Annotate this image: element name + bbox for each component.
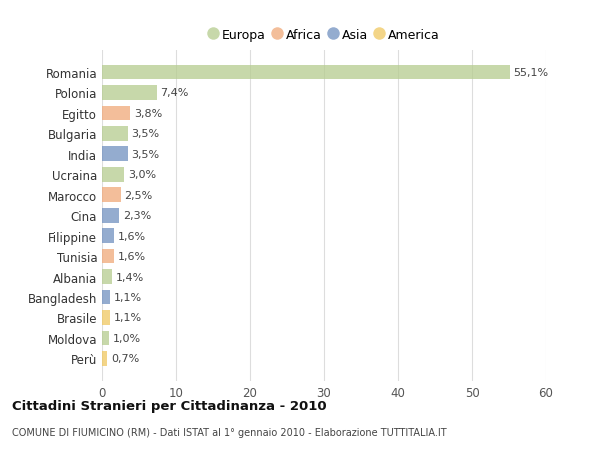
Bar bbox=[102, 66, 510, 80]
Bar bbox=[102, 290, 110, 305]
Text: 1,6%: 1,6% bbox=[118, 252, 146, 262]
Text: COMUNE DI FIUMICINO (RM) - Dati ISTAT al 1° gennaio 2010 - Elaborazione TUTTITAL: COMUNE DI FIUMICINO (RM) - Dati ISTAT al… bbox=[12, 427, 446, 437]
Bar bbox=[102, 229, 114, 243]
Bar bbox=[102, 147, 128, 162]
Text: 1,0%: 1,0% bbox=[113, 333, 141, 343]
Text: 1,4%: 1,4% bbox=[116, 272, 145, 282]
Bar bbox=[102, 331, 109, 346]
Text: 3,5%: 3,5% bbox=[131, 129, 160, 139]
Bar bbox=[102, 188, 121, 203]
Text: 7,4%: 7,4% bbox=[160, 88, 189, 98]
Bar bbox=[102, 208, 119, 223]
Bar bbox=[102, 310, 110, 325]
Bar bbox=[102, 127, 128, 141]
Bar bbox=[102, 269, 112, 284]
Bar bbox=[102, 249, 114, 264]
Text: 55,1%: 55,1% bbox=[514, 68, 548, 78]
Legend: Europa, Africa, Asia, America: Europa, Africa, Asia, America bbox=[203, 24, 445, 47]
Text: 3,8%: 3,8% bbox=[134, 109, 162, 119]
Text: 3,0%: 3,0% bbox=[128, 170, 156, 180]
Text: 2,5%: 2,5% bbox=[124, 190, 152, 200]
Text: 3,5%: 3,5% bbox=[131, 150, 160, 159]
Text: 1,1%: 1,1% bbox=[114, 313, 142, 323]
Text: Cittadini Stranieri per Cittadinanza - 2010: Cittadini Stranieri per Cittadinanza - 2… bbox=[12, 399, 326, 412]
Text: 0,7%: 0,7% bbox=[111, 353, 139, 364]
Bar bbox=[102, 106, 130, 121]
Text: 1,1%: 1,1% bbox=[114, 292, 142, 302]
Text: 1,6%: 1,6% bbox=[118, 231, 146, 241]
Bar bbox=[102, 86, 157, 101]
Bar bbox=[102, 168, 124, 182]
Text: 2,3%: 2,3% bbox=[123, 211, 151, 221]
Bar bbox=[102, 351, 107, 366]
